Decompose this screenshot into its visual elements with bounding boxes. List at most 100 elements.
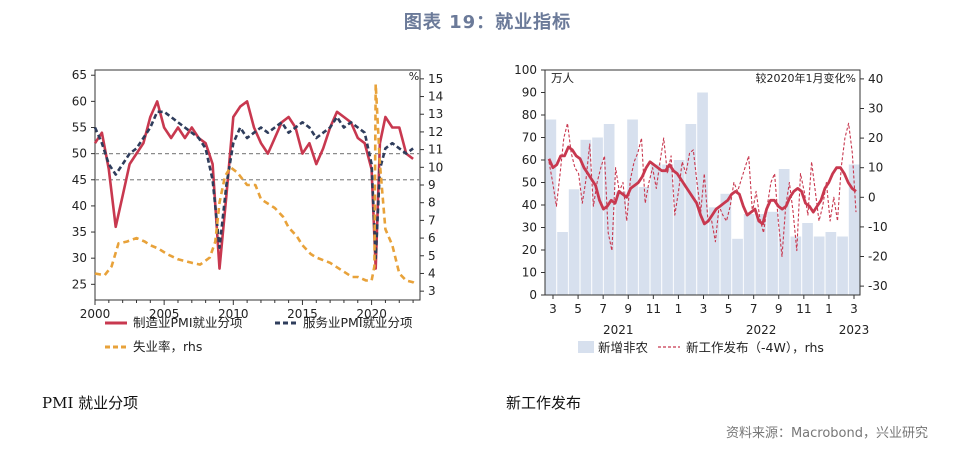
x-year-label: 2021 [603,323,634,337]
bar-new-payrolls [837,236,848,295]
bar-new-payrolls [557,232,568,295]
y-right-tick-label: -20 [868,250,888,264]
y-right-unit-label: % [409,70,419,83]
x-tick-label: 5 [574,302,582,316]
y-left-tick-label: 50 [522,176,537,190]
bar-new-payrolls [603,124,615,295]
legend-label: 新增非农 [598,340,649,355]
x-tick-label: 5 [725,302,733,316]
bar-new-payrolls [685,124,697,295]
y-right-tick-label: 20 [868,131,883,145]
legend-label: 新工作发布（-4W），rhs [686,340,824,355]
y-right-tick-label: -30 [868,279,888,293]
y-left-tick-label: 30 [72,251,87,265]
bar-new-payrolls [708,207,720,296]
pmi-employment-chart: 2530354045505560653456789101112131415%20… [72,68,444,354]
x-tick-label: 11 [646,302,661,316]
series-line-1 [93,100,414,270]
y-left-tick-label: 65 [72,68,87,82]
x-tick-label: 1 [675,302,683,316]
y-left-unit-label: 万人 [551,71,574,85]
y-left-tick-label: 90 [522,86,537,100]
x-tick-label: 7 [599,302,607,316]
job-postings-trend-line [547,145,857,226]
bar-new-payrolls [545,119,557,295]
y-left-tick-label: 60 [522,153,537,167]
bar-new-payrolls [743,214,755,295]
y-right-tick-label: 0 [868,190,876,204]
figure-title: 图表 19：就业指标 [403,12,572,33]
y-right-unit-label: 较2020年1月变化% [756,71,856,85]
x-tick-label: 3 [700,302,708,316]
y-left-tick-label: 45 [72,173,87,187]
y-right-tick-label: 9 [428,178,436,192]
bar-new-payrolls [592,137,603,295]
y-right-tick-label: 13 [428,107,443,121]
y-right-tick-label: 3 [428,284,436,298]
x-tick-label: 2015 [287,307,318,321]
y-left-tick-label: 20 [522,243,537,257]
y-right-tick-label: 15 [428,72,443,86]
legend-swatch [578,341,594,353]
y-left-tick-label: 30 [522,221,537,235]
y-left-tick-label: 55 [72,121,87,135]
bar-new-payrolls [802,223,813,295]
y-right-tick-label: 10 [868,161,883,175]
y-left-tick-label: 50 [72,147,87,161]
bar-new-payrolls [732,238,743,296]
bar-new-payrolls [697,92,708,295]
series-line-3 [94,82,417,286]
y-left-tick-label: 0 [529,288,537,302]
y-right-tick-label: 4 [428,266,436,280]
bar-new-payrolls [790,236,802,295]
y-left-tick-label: 40 [72,199,87,213]
right-chart-caption: 新工作发布 [506,394,582,412]
bar-new-payrolls [720,193,732,296]
bar-new-payrolls [638,187,650,295]
x-year-label: 2022 [746,323,777,337]
series-line-2 [93,110,414,260]
bar-new-payrolls [615,191,627,295]
bar-new-payrolls [848,164,860,295]
y-left-tick-label: 60 [72,94,87,108]
bar-new-payrolls [662,164,673,295]
bar-new-payrolls [568,189,580,296]
bar-new-payrolls [627,119,638,295]
source-note: 资料来源：Macrobond，兴业研究 [725,426,928,441]
y-left-tick-label: 25 [72,277,87,291]
y-right-tick-label: 30 [868,101,883,115]
x-tick-label: 2020 [356,307,387,321]
x-tick-label: 3 [850,302,858,316]
y-left-tick-label: 35 [72,225,87,239]
legend-label: 失业率，rhs [133,339,202,354]
job-postings-chart: 0102030405060708090100403020100-10-20-30… [514,63,888,355]
legend-label: 制造业PMI就业分项 [133,315,243,330]
x-tick-label: 2010 [218,307,249,321]
x-tick-label: 7 [750,302,758,316]
y-right-tick-label: 12 [428,125,443,139]
bar-new-payrolls [767,211,778,296]
left-chart-caption: PMI 就业分项 [42,394,139,412]
y-right-tick-label: 7 [428,213,436,227]
y-left-tick-label: 100 [514,63,537,77]
x-tick-label: 2000 [80,307,111,321]
x-tick-label: 9 [775,302,783,316]
bar-new-payrolls [650,164,662,295]
bar-new-payrolls [673,160,685,295]
x-tick-label: 1 [825,302,833,316]
y-left-tick-label: 70 [522,131,537,145]
bar-new-payrolls [580,139,592,296]
y-right-tick-label: 6 [428,231,436,245]
bar-new-payrolls [825,232,837,295]
x-tick-label: 9 [624,302,632,316]
y-right-tick-label: 40 [868,72,883,86]
legend-label: 服务业PMI就业分项 [303,315,413,330]
y-right-tick-label: 8 [428,196,436,210]
x-tick-label: 11 [796,302,811,316]
y-right-tick-label: -10 [868,220,888,234]
job-postings-weekly-line [548,122,857,258]
bar-new-payrolls [755,214,767,295]
y-right-tick-label: 14 [428,90,443,104]
bar-new-payrolls [813,236,825,295]
y-left-tick-label: 80 [522,108,537,122]
